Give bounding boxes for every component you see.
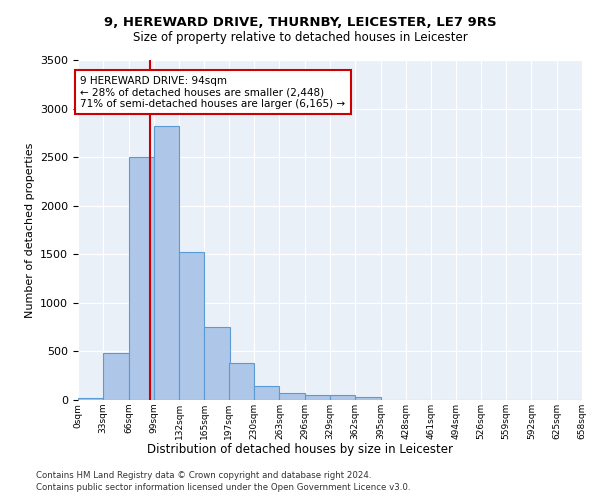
Text: 9, HEREWARD DRIVE, THURNBY, LEICESTER, LE7 9RS: 9, HEREWARD DRIVE, THURNBY, LEICESTER, L… [104, 16, 496, 29]
Bar [330, 394, 355, 400]
Bar [229, 362, 254, 400]
Text: Size of property relative to detached houses in Leicester: Size of property relative to detached ho… [133, 31, 467, 44]
Bar [205, 327, 230, 400]
Text: Contains HM Land Registry data © Crown copyright and database right 2024.: Contains HM Land Registry data © Crown c… [36, 471, 371, 480]
Bar [154, 126, 179, 400]
Bar [179, 252, 205, 400]
Bar [103, 354, 128, 400]
Text: Contains public sector information licensed under the Open Government Licence v3: Contains public sector information licen… [36, 483, 410, 492]
Bar [280, 393, 305, 400]
Bar [254, 386, 280, 400]
Bar [305, 394, 330, 400]
Bar [78, 398, 103, 400]
Bar [355, 397, 380, 400]
Text: Distribution of detached houses by size in Leicester: Distribution of detached houses by size … [147, 442, 453, 456]
Y-axis label: Number of detached properties: Number of detached properties [25, 142, 35, 318]
Text: 9 HEREWARD DRIVE: 94sqm
← 28% of detached houses are smaller (2,448)
71% of semi: 9 HEREWARD DRIVE: 94sqm ← 28% of detache… [80, 76, 346, 108]
Bar [128, 157, 154, 400]
